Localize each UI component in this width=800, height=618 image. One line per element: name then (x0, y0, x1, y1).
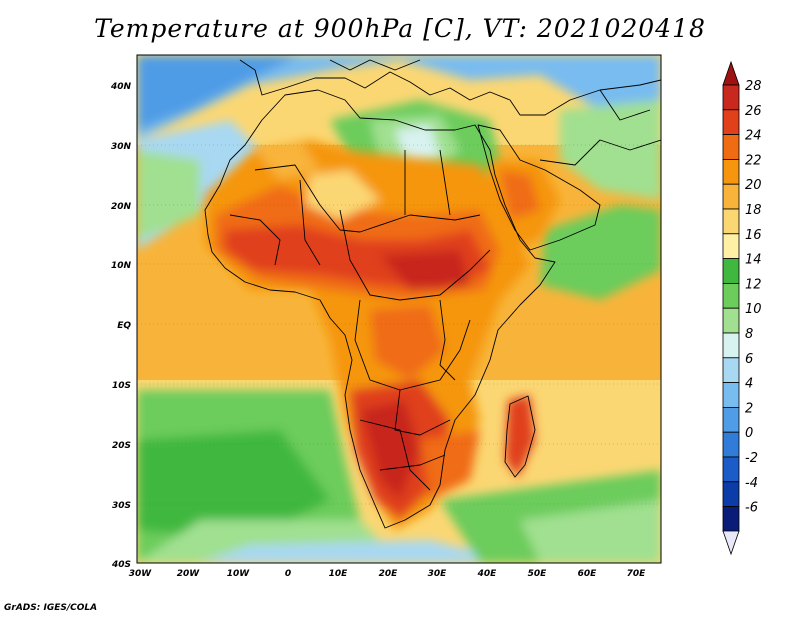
map-frame (136, 54, 662, 564)
colorbar-label: 28 (745, 79, 762, 94)
lat-tick-label: 20N (111, 202, 132, 212)
lat-tick-label: 10N (111, 261, 132, 271)
lat-tick-label: EQ (117, 321, 131, 331)
colorbar-label: -6 (745, 501, 758, 516)
colorbar-label: 8 (745, 327, 753, 342)
colorbar-label: 2 (745, 401, 753, 416)
colorbar-swatch (722, 456, 740, 483)
lat-tick-label: 30N (111, 142, 132, 152)
colorbar-label: 16 (745, 228, 762, 243)
colorbar-swatch (722, 134, 740, 160)
colorbar-boxes (722, 84, 740, 532)
colorbar-swatch (722, 332, 740, 359)
lat-tick-label: 40N (110, 82, 132, 92)
colorbar-swatch (722, 282, 740, 309)
colorbar-swatch (722, 183, 740, 210)
colorbar-label: 0 (745, 426, 753, 441)
colorbar-label: 20 (745, 178, 762, 193)
lon-tick-label: 30E (428, 569, 448, 579)
colorbar-label: -4 (745, 476, 758, 491)
colorbar-label: 26 (745, 104, 762, 119)
colorbar-label: 14 (745, 253, 762, 268)
lon-tick-label: 60E (578, 569, 598, 579)
lat-tick-label: 20S (112, 441, 131, 451)
lon-tick-label: 10W (227, 569, 251, 579)
chart-title: Temperature at 900hPa [C], VT: 202102041… (94, 14, 706, 43)
lon-tick-label: 20E (379, 569, 399, 579)
colorbar-top-arrow (722, 60, 740, 86)
lon-tick-label: 20W (177, 569, 201, 579)
colorbar-swatch (722, 258, 740, 284)
colorbar-swatch (722, 406, 740, 433)
lat-tick-label: 30S (112, 501, 131, 511)
lon-tick-label: 0 (285, 569, 291, 579)
lon-tick-label: 70E (627, 569, 647, 579)
colorbar-label: 10 (745, 302, 762, 317)
lat-tick-label: 40S (111, 560, 131, 570)
colorbar-swatch (722, 382, 740, 408)
colorbar-swatch (722, 481, 740, 507)
footer-credit: GrADS: IGES/COLA (4, 603, 98, 613)
lat-axis: 40N 30N 20N 10N EQ 10S 20S 30S 40S (110, 82, 132, 570)
colorbar-swatch (722, 357, 740, 383)
colorbar-label: 6 (745, 352, 753, 367)
lat-tick-label: 10S (112, 381, 131, 391)
colorbar-label: -2 (745, 451, 758, 466)
colorbar-label: 4 (745, 377, 753, 392)
colorbar-label: 22 (745, 153, 762, 168)
colorbar-label: 18 (745, 203, 762, 218)
colorbar-swatch (722, 84, 740, 111)
colorbar-swatch (722, 506, 740, 532)
lon-tick-label: 30W (129, 569, 153, 579)
lon-tick-label: 40E (477, 569, 498, 579)
colorbar-swatch (722, 158, 740, 185)
temperature-field (137, 55, 661, 563)
colorbar-swatch (722, 307, 740, 334)
lon-tick-label: 10E (329, 569, 349, 579)
colorbar-swatch (722, 431, 740, 458)
colorbar-swatch (722, 233, 740, 260)
coastlines (204, 59, 661, 529)
colorbar-swatch (722, 208, 740, 235)
lon-axis: 30W 20W 10W 0 10E 20E 30E 40E 50E 60E 70… (129, 569, 646, 579)
colorbar-swatch (722, 109, 740, 136)
colorbar-label: 12 (745, 277, 762, 292)
colorbar-label: 24 (745, 129, 762, 144)
lon-tick-label: 50E (528, 569, 548, 579)
colorbar-bottom-arrow (722, 530, 740, 556)
